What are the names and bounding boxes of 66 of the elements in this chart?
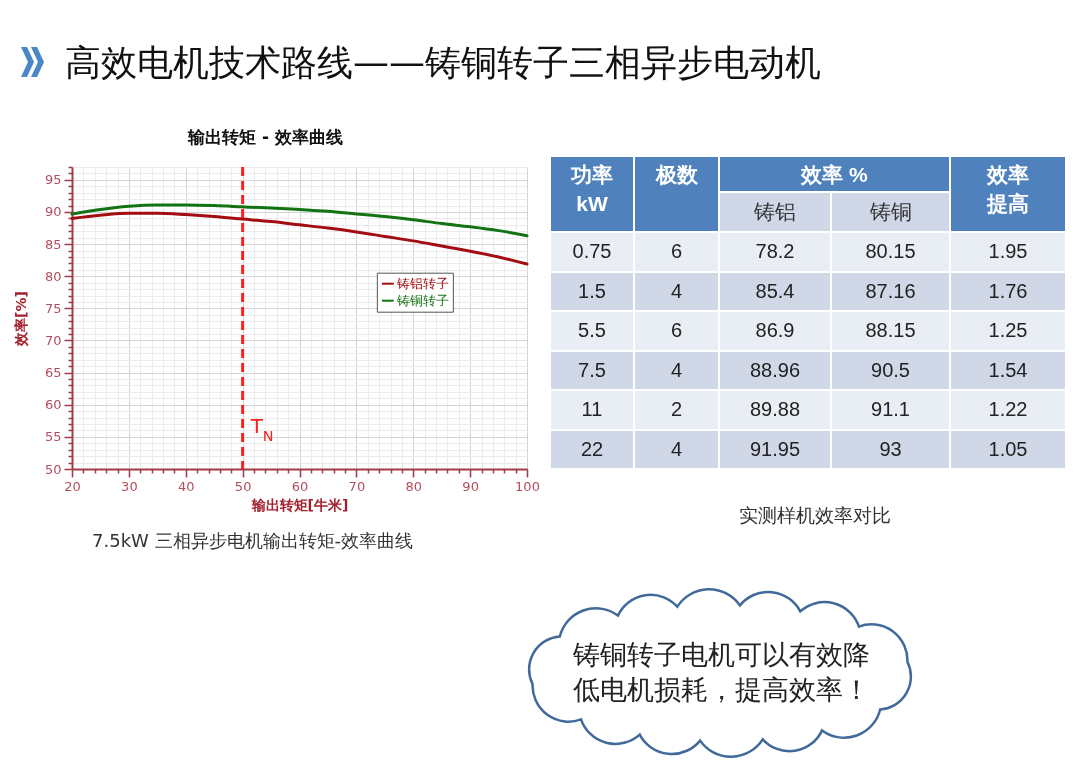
data-label: 1.76 [988,279,1028,302]
x-tick-label: 80 [405,478,423,494]
text: 实测样机效率对比 [738,503,892,527]
data-label: 6 [670,240,683,263]
x-tick-label: 90 [462,478,479,494]
data-label: 88.15 [865,319,916,342]
data-label: 86.9 [755,319,795,342]
y-tick-label: 80 [44,268,62,284]
y-tick-label: 60 [44,397,62,413]
y-tick-label: 7.5 [578,358,606,381]
y-tick-label: 65 [44,365,62,381]
data-label: 88.96 [749,358,801,381]
y-tick-label: 85 [44,236,62,252]
data-label: 1.54 [988,358,1028,381]
data-label: 93 [879,437,902,460]
data-label: 4 [670,437,683,460]
data-label: 4 [670,358,683,381]
text: 铸铜转子电机可以有效降低电机损耗，提高效率！ [573,638,871,707]
x-tick-label: 20 [64,478,81,494]
data-label: 4 [670,279,683,302]
x-tick-label: 铸铜 [869,200,912,223]
y-tick-label: 22 [580,437,604,460]
legend-label: 铸铜转子 [395,292,449,308]
x-tick-label: 40 [177,478,195,494]
data-label: 2 [670,398,683,421]
data-label: 80.15 [865,240,916,263]
data-label: 1.25 [988,319,1028,342]
line-series [70,203,529,238]
x-axis-title: 效率 % [801,162,868,186]
x-axis-title: 输出转矩[牛米] [250,496,349,513]
text: 7.5kW 三相异步电机输出转矩-效率曲线 [92,529,414,553]
y-tick-label: 50 [44,461,62,477]
x-tick-label: 70 [348,478,366,494]
data-label: 1.22 [988,398,1028,421]
data-label: 85.4 [755,279,795,302]
x-tick-label: 100 [515,478,540,494]
y-tick-label: 1.5 [578,279,606,302]
data-label: 90.5 [871,358,910,381]
x-tick-label: 60 [291,478,309,494]
y-tick-label: 95 [44,172,62,188]
y-tick-label: 75 [44,300,62,316]
y-axis-title: 功率 kW [570,162,614,217]
line-series [70,211,529,266]
data-label: 1.95 [988,240,1028,263]
data-label: 6 [670,319,683,342]
data-label: 78.2 [755,240,795,263]
ref-line-label: T$_{N}$ [249,413,274,444]
text: 高效电机技术路线——铸铜转子三相异步电动机 [65,41,821,85]
data-label: 87.16 [865,279,916,302]
chart-title: 输出转矩 - 效率曲线 [187,127,343,147]
x-tick-label: 铸铝 [754,200,796,223]
data-label: 91.95 [749,437,801,460]
y-tick-label: 11 [581,398,603,421]
y-tick-label: 70 [44,332,62,348]
x-tick-label: 30 [121,478,138,494]
y-tick-label: 5.5 [578,319,606,342]
legend-label: 铸铝转子 [395,275,449,291]
data-label: 91.1 [871,398,910,421]
data-label: 89.88 [749,398,801,421]
x-tick-label: 效率提高 [985,162,1030,217]
data-label: 1.05 [988,437,1028,460]
y-tick-label: 0.75 [572,240,612,263]
x-tick-label: 极数 [655,162,698,188]
y-axis-title: 效率[%] [12,291,29,347]
y-tick-label: 55 [44,429,62,445]
x-tick-label: 50 [234,478,252,494]
